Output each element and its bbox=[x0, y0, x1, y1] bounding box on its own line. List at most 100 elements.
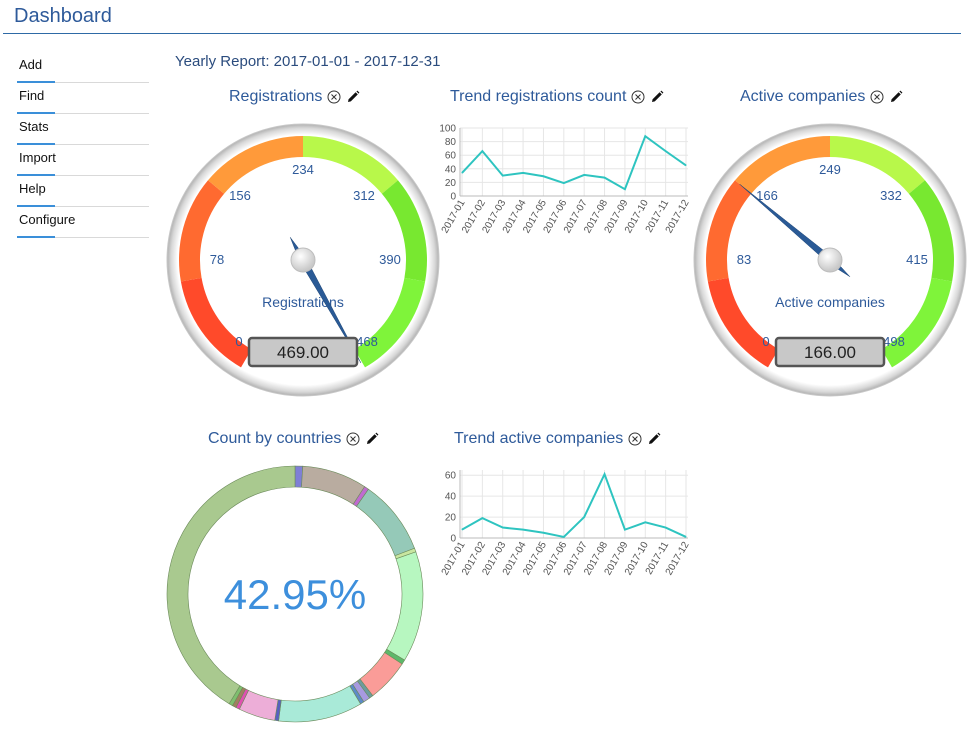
trend-registrations-chart: 0204060801002017-012017-022017-032017-04… bbox=[439, 124, 692, 236]
pencil-icon[interactable] bbox=[345, 90, 360, 105]
donut-slice bbox=[166, 465, 296, 705]
pencil-icon[interactable] bbox=[646, 432, 661, 447]
trend-registrations-widget-header: Trend registrations count bbox=[450, 88, 664, 106]
gauge-knob bbox=[817, 247, 843, 273]
gauge-tick-label: 498 bbox=[883, 334, 905, 349]
y-tick-label: 60 bbox=[445, 471, 457, 482]
gauge-tick-label: 312 bbox=[353, 188, 375, 203]
y-tick-label: 80 bbox=[445, 137, 457, 148]
data-point bbox=[644, 135, 646, 137]
trend-active-widget-header: Trend active companies bbox=[454, 430, 661, 448]
gauge-tick-label: 390 bbox=[379, 252, 401, 267]
y-tick-label: 40 bbox=[445, 492, 457, 503]
sidebar-item-help[interactable]: Help bbox=[17, 176, 149, 207]
data-point bbox=[563, 536, 565, 538]
data-point bbox=[604, 177, 606, 179]
data-point bbox=[624, 529, 626, 531]
gauge-tick-label: 83 bbox=[737, 252, 751, 267]
gauge-tick-label: 0 bbox=[235, 334, 242, 349]
donut-center-text: 42.95% bbox=[224, 571, 366, 618]
y-tick-label: 0 bbox=[450, 534, 456, 545]
gauge-value-box bbox=[247, 336, 359, 368]
sidebar-item-find[interactable]: Find bbox=[17, 83, 149, 114]
close-circle-icon[interactable] bbox=[627, 432, 642, 447]
data-point bbox=[461, 172, 463, 174]
y-tick-label: 20 bbox=[445, 178, 457, 189]
gauge-tick-label: 0 bbox=[762, 334, 769, 349]
gauge-value-text: 166.00 bbox=[804, 343, 856, 362]
trend-registrations-title: Trend registrations count bbox=[450, 88, 627, 105]
active-companies-title: Active companies bbox=[740, 88, 866, 105]
donut-slice bbox=[301, 465, 366, 505]
close-circle-icon[interactable] bbox=[326, 90, 341, 105]
pencil-icon[interactable] bbox=[649, 90, 664, 105]
gauge-tick-label: 234 bbox=[292, 162, 314, 177]
sidebar-item-configure[interactable]: Configure bbox=[17, 207, 149, 238]
registrations-widget-header: Registrations bbox=[229, 88, 360, 106]
sidebar-item-label: Add bbox=[19, 57, 43, 72]
data-point bbox=[481, 150, 483, 152]
data-point bbox=[563, 182, 565, 184]
trend-active-chart: 02040602017-012017-022017-032017-042017-… bbox=[440, 470, 692, 577]
close-circle-icon[interactable] bbox=[630, 90, 645, 105]
data-point bbox=[583, 516, 585, 518]
gauge-tick-label: 78 bbox=[210, 252, 224, 267]
trend-line bbox=[461, 471, 687, 539]
data-point bbox=[522, 172, 524, 174]
active-companies-widget-header: Active companies bbox=[740, 88, 903, 106]
trend-line bbox=[461, 134, 687, 191]
gauge-tick-label: 249 bbox=[819, 162, 841, 177]
gauge-band bbox=[707, 277, 779, 368]
gauge-caption: Active companies bbox=[775, 294, 885, 310]
gauge-tick-label: 332 bbox=[880, 188, 902, 203]
data-point bbox=[502, 527, 504, 529]
data-point bbox=[665, 527, 667, 529]
donut-slice bbox=[278, 685, 361, 723]
y-tick-label: 60 bbox=[445, 151, 457, 162]
y-tick-label: 40 bbox=[445, 164, 457, 175]
active-companies-gauge: 0 83 166 249 332 415 498 Active companies 166.00 bbox=[693, 123, 967, 397]
donut-slice bbox=[386, 551, 424, 661]
data-point bbox=[624, 188, 626, 190]
donut-slice bbox=[356, 488, 415, 557]
sidebar-item-stats[interactable]: Stats bbox=[17, 114, 149, 145]
count-by-countries-widget-header: Count by countries bbox=[208, 430, 379, 448]
data-point bbox=[481, 517, 483, 519]
gauge-band bbox=[208, 136, 303, 194]
gauge-band bbox=[179, 180, 225, 282]
sidebar-item-label: Import bbox=[19, 150, 56, 165]
pencil-icon[interactable] bbox=[888, 90, 903, 105]
sidebar-item-label: Configure bbox=[19, 212, 76, 227]
close-circle-icon[interactable] bbox=[345, 432, 360, 447]
pencil-icon[interactable] bbox=[364, 432, 379, 447]
registrations-title: Registrations bbox=[229, 88, 323, 105]
data-point bbox=[604, 473, 606, 475]
gauge-band bbox=[354, 277, 426, 368]
close-circle-icon[interactable] bbox=[869, 90, 884, 105]
data-point bbox=[665, 150, 667, 152]
sidebar-item-label: Stats bbox=[19, 119, 49, 134]
sidebar-nav: Add Find Stats Import Help Configure bbox=[17, 52, 149, 238]
y-tick-label: 100 bbox=[439, 124, 456, 135]
gauge-tick-label: 166 bbox=[756, 188, 778, 203]
gauge-band bbox=[908, 180, 954, 282]
report-title: Yearly Report: 2017-01-01 - 2017-12-31 bbox=[175, 53, 441, 70]
gauge-knob bbox=[290, 247, 316, 273]
gauge-value-box bbox=[774, 336, 886, 368]
trend-active-title: Trend active companies bbox=[454, 430, 624, 447]
data-point bbox=[685, 536, 687, 538]
gauge-band bbox=[381, 180, 427, 282]
y-tick-label: 20 bbox=[445, 513, 457, 524]
data-point bbox=[644, 521, 646, 523]
data-point bbox=[522, 529, 524, 531]
gauge-tick-label: 156 bbox=[229, 188, 251, 203]
count-by-countries-title: Count by countries bbox=[208, 430, 342, 447]
gauge-value-text: 469.00 bbox=[277, 343, 329, 362]
gauge-band bbox=[180, 277, 252, 368]
sidebar-item-label: Find bbox=[19, 88, 45, 103]
gauge-band bbox=[881, 277, 953, 368]
sidebar-item-import[interactable]: Import bbox=[17, 145, 149, 176]
sidebar-item-add[interactable]: Add bbox=[17, 52, 149, 83]
header-divider bbox=[3, 33, 961, 34]
